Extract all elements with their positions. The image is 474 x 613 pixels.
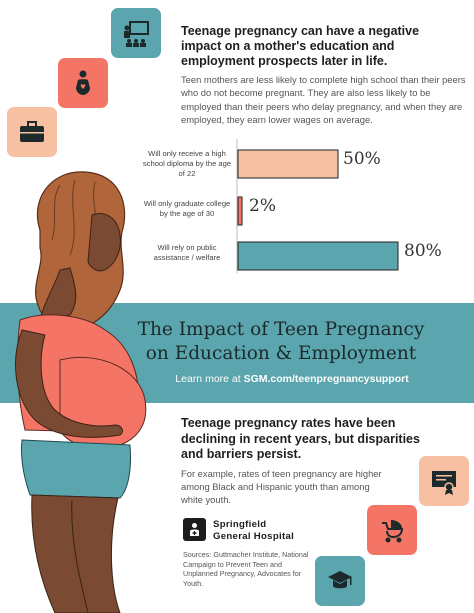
arm bbox=[15, 329, 123, 438]
bar-value: 50% bbox=[343, 149, 381, 169]
banner-title-line-1: The Impact of Teen Pregnancy bbox=[137, 319, 425, 340]
learn-more-prefix: Learn more at bbox=[175, 373, 241, 385]
presentation-tile bbox=[111, 8, 161, 58]
bar-label: Will only graduate college by the age of… bbox=[143, 199, 231, 218]
baby-stroller-tile bbox=[367, 505, 417, 555]
sources: Sources: Guttmacher Institute, National … bbox=[183, 550, 309, 588]
briefcase-icon bbox=[20, 121, 44, 142]
teal-skirt bbox=[21, 439, 131, 499]
pregnant-woman-tile bbox=[58, 58, 108, 108]
bar-value: 80% bbox=[404, 241, 442, 261]
bar-label: Will rely on public assistance / welfare bbox=[153, 243, 221, 262]
face bbox=[87, 213, 121, 272]
briefcase-tile bbox=[7, 107, 57, 157]
pregnant-woman-icon bbox=[76, 70, 90, 95]
diploma-tile bbox=[419, 456, 469, 506]
banner-title-line-2: on Education & Employment bbox=[145, 343, 417, 364]
bar-value: 2% bbox=[249, 196, 276, 216]
presentation-icon bbox=[124, 21, 149, 47]
graduation-cap-tile bbox=[315, 556, 365, 606]
bar bbox=[237, 149, 339, 179]
top-body: Teen mothers are less likely to complete… bbox=[181, 74, 466, 126]
hospital-name: Springfield General Hospital bbox=[213, 519, 323, 542]
learn-more-link[interactable]: SGM.com/teenpregnancysupport bbox=[243, 373, 409, 385]
bar-chart: Will only receive a high school diploma … bbox=[0, 135, 474, 275]
bar bbox=[237, 196, 243, 226]
bottom-heading: Teenage pregnancy rates have been declin… bbox=[181, 416, 420, 461]
hospital-name-line-2: General Hospital bbox=[213, 530, 295, 542]
learn-more-text: Learn more at SGM.com/teenpregnancysuppo… bbox=[110, 373, 474, 385]
top-heading: Teenage pregnancy can have a negative im… bbox=[181, 24, 420, 68]
baby-stroller-icon bbox=[382, 520, 404, 543]
bottom-body: For example, rates of teen pregnancy are… bbox=[181, 468, 382, 505]
diploma-icon bbox=[432, 471, 456, 495]
bar bbox=[237, 241, 399, 271]
banner-title: The Impact of Teen Pregnancy on Educatio… bbox=[88, 318, 474, 366]
hospital-logo bbox=[183, 518, 206, 541]
chart-canvas bbox=[236, 139, 399, 273]
graduation-cap-icon bbox=[328, 571, 352, 589]
hospital-person-icon bbox=[190, 523, 199, 536]
bar-label: Will only receive a high school diploma … bbox=[142, 149, 232, 178]
hospital-name-line-1: Springfield bbox=[213, 519, 267, 530]
